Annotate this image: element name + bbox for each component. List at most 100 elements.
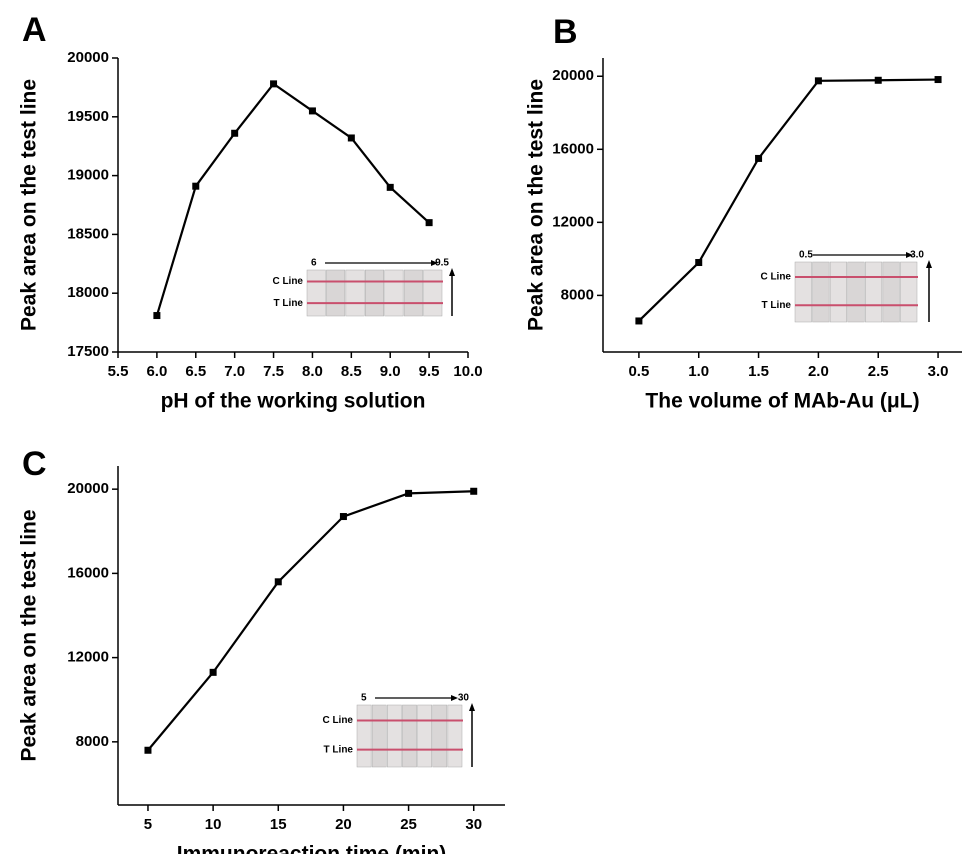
data-point (874, 76, 882, 84)
y-tick-label: 20000 (67, 480, 109, 497)
x-tick-label: 25 (400, 816, 417, 833)
x-tick-label: 3.0 (928, 363, 949, 380)
strip (365, 269, 384, 317)
strip (371, 704, 387, 768)
x-tick-label: 1.5 (748, 363, 769, 380)
x-tick-label: 8.0 (302, 363, 323, 380)
strip (402, 704, 417, 768)
y-tick-label: 18500 (67, 225, 109, 242)
y-tick-label: 8000 (76, 733, 109, 750)
data-point (231, 129, 239, 137)
strip (900, 261, 918, 323)
x-tick-label: 6.0 (146, 363, 167, 380)
x-tick-label: 5 (144, 816, 152, 833)
y-axis-label: Peak area on the test line (525, 79, 548, 331)
strip (794, 261, 812, 323)
x-tick-label: 15 (270, 816, 287, 833)
x-tick-label: 10 (205, 816, 222, 833)
inset-c-line: C Line (272, 276, 303, 287)
inset-up-arrowhead (449, 268, 455, 276)
y-tick-label: 16000 (552, 140, 594, 157)
data-point (270, 80, 278, 88)
x-tick-label: 1.0 (688, 363, 709, 380)
x-tick-label: 8.5 (341, 363, 362, 380)
inset-c-line: C Line (322, 715, 353, 726)
data-point (209, 668, 217, 676)
data-point (308, 107, 316, 115)
strip (356, 704, 372, 768)
x-tick-label: 20 (335, 816, 352, 833)
inset-t-line: T Line (324, 744, 354, 755)
strip (345, 269, 365, 317)
data-point (470, 487, 478, 495)
strip (384, 269, 404, 317)
strip (403, 269, 423, 317)
data-point (347, 134, 355, 142)
strip (447, 704, 463, 768)
strip (882, 261, 900, 323)
strip (326, 269, 346, 317)
inset-up-arrowhead (469, 703, 475, 711)
strip (432, 704, 448, 768)
data-point (386, 183, 394, 191)
x-tick-label: 5.5 (108, 363, 129, 380)
inset-c-line: C Line (760, 272, 791, 283)
x-tick-label: 2.0 (808, 363, 829, 380)
inset-arrowhead (431, 260, 438, 266)
data-point (274, 578, 282, 586)
y-tick-label: 20000 (552, 67, 594, 84)
x-tick-label: 10.0 (453, 363, 482, 380)
strip (812, 261, 830, 323)
panel-label: A (22, 11, 47, 49)
inset-up-arrowhead (926, 260, 932, 268)
x-tick-label: 6.5 (185, 363, 206, 380)
y-tick-label: 12000 (67, 649, 109, 666)
y-tick-label: 19500 (67, 108, 109, 125)
inset-end: 30 (458, 693, 470, 704)
strip (306, 269, 326, 317)
y-tick-label: 19000 (67, 167, 109, 184)
data-point (635, 317, 643, 325)
data-point (695, 259, 703, 267)
x-tick-label: 0.5 (628, 363, 649, 380)
strip (423, 269, 443, 317)
data-point (425, 219, 433, 227)
strip (829, 261, 847, 323)
strip (865, 261, 883, 323)
panel-label: B (553, 13, 578, 51)
x-tick-label: 9.5 (419, 363, 440, 380)
y-axis-label: Peak area on the test line (18, 79, 41, 331)
inset-t-line: T Line (274, 298, 304, 309)
data-point (192, 182, 200, 190)
inset-end: 9.5 (435, 258, 449, 269)
data-point (153, 312, 161, 320)
x-axis-label: pH of the working solution (161, 390, 426, 413)
inset-end: 3.0 (910, 250, 924, 261)
data-point (934, 76, 942, 84)
x-axis-label: The volume of MAb-Au (μL) (645, 390, 919, 413)
x-tick-label: 30 (465, 816, 482, 833)
data-point (339, 513, 347, 521)
data-point (405, 489, 413, 497)
x-tick-label: 2.5 (868, 363, 889, 380)
x-tick-label: 7.0 (224, 363, 245, 380)
y-tick-label: 18000 (67, 284, 109, 301)
x-tick-label: 7.5 (263, 363, 284, 380)
x-tick-label: 9.0 (380, 363, 401, 380)
y-tick-label: 8000 (561, 286, 594, 303)
inset-arrowhead (451, 695, 458, 701)
strip (417, 704, 432, 768)
inset-t-line: T Line (762, 300, 792, 311)
x-axis-label: Immunoreaction time (min) (177, 843, 447, 854)
inset-start: 5 (361, 693, 367, 704)
strip (387, 704, 402, 768)
panel-label: C (22, 445, 47, 483)
inset-start: 6 (311, 258, 317, 269)
data-line (147, 490, 474, 751)
y-tick-label: 20000 (67, 49, 109, 66)
inset-arrowhead (906, 252, 913, 258)
data-line (638, 78, 939, 322)
data-point (755, 154, 763, 162)
data-point (144, 746, 152, 754)
